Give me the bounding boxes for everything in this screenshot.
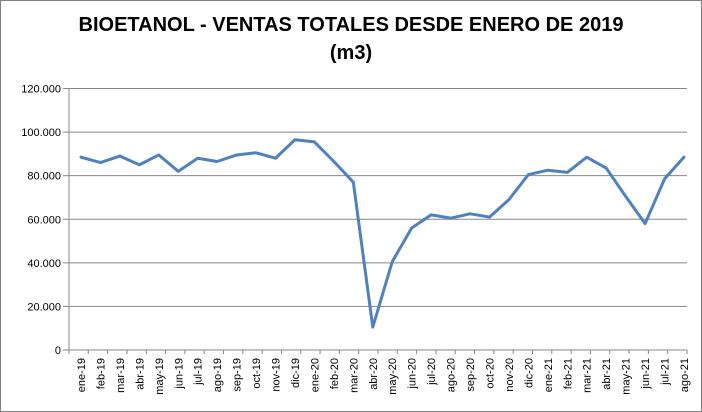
x-tick-label: may-21	[621, 358, 633, 395]
x-tick-label: abr-20	[368, 358, 380, 390]
x-tick-label: sep-20	[465, 358, 477, 392]
x-tick-label: ago-20	[446, 358, 458, 392]
y-tick-label: 40.000	[27, 258, 61, 270]
x-tick-label: may-20	[387, 358, 399, 395]
x-tick-label: feb-21	[562, 358, 574, 389]
y-tick-label: 80.000	[27, 171, 61, 183]
x-tick-label: sep-19	[232, 358, 244, 392]
sales-series-line	[79, 138, 686, 329]
x-tick-label: jul-21	[660, 358, 672, 386]
y-tick-label: 0	[55, 345, 61, 357]
x-tick-label: may-19	[154, 358, 166, 395]
x-tick-label: dic-20	[523, 358, 535, 388]
x-tick-label: mar-21	[582, 358, 594, 393]
x-tick-label: oct-20	[484, 358, 496, 389]
chart-title: BIOETANOL - VENTAS TOTALES DESDE ENERO D…	[78, 14, 624, 36]
x-tick-label: nov-19	[271, 358, 283, 392]
x-tick-label: ene-19	[76, 358, 88, 392]
chart-title-block: BIOETANOL - VENTAS TOTALES DESDE ENERO D…	[1, 11, 701, 67]
x-tick-label: jun-19	[173, 358, 185, 390]
y-tick-label: 20.000	[27, 301, 61, 313]
x-tick-label: abr-19	[134, 358, 146, 390]
chart-subtitle: (m3)	[329, 42, 373, 64]
x-tick-label: feb-20	[329, 358, 341, 389]
x-tick-label: jun-21	[640, 358, 652, 390]
x-tick-label: nov-20	[504, 358, 516, 392]
x-tick-label: oct-19	[251, 358, 263, 389]
x-tick-label: ene-20	[309, 358, 321, 392]
x-tick-label: abr-21	[601, 358, 613, 390]
x-tick-label: jul-19	[193, 358, 205, 386]
y-tick-label: 100.000	[21, 127, 61, 139]
x-tick-label: feb-19	[95, 358, 107, 389]
x-tick-label: mar-20	[348, 358, 360, 393]
y-tick-label: 120.000	[21, 84, 61, 96]
x-tick-label: jun-20	[407, 358, 419, 390]
x-tick-label: dic-19	[290, 358, 302, 388]
x-tick-label: mar-19	[115, 358, 127, 393]
x-tick-label: ene-21	[543, 358, 555, 392]
x-tick-label: jul-20	[426, 358, 438, 386]
y-tick-label: 60.000	[27, 214, 61, 226]
x-tick-label: ago-19	[212, 358, 224, 392]
x-tick-label: ago-21	[679, 358, 691, 392]
